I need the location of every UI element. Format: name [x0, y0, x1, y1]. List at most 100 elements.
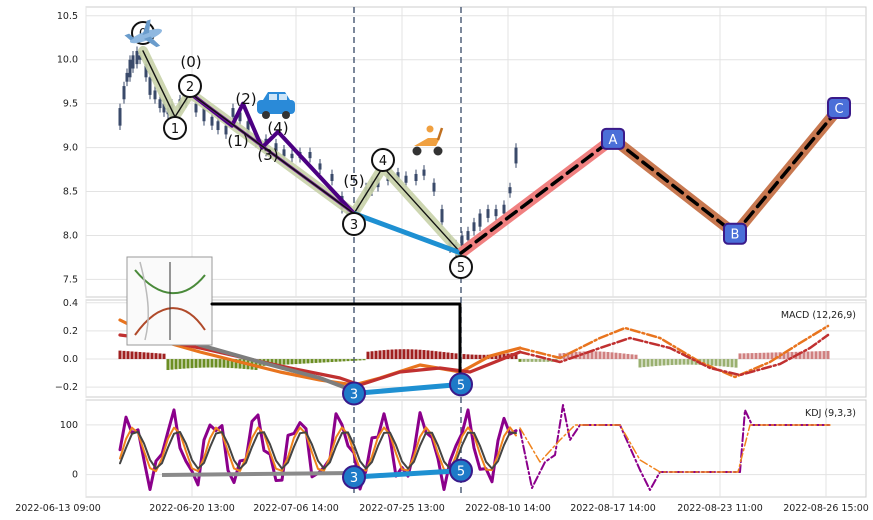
- candle-body: [148, 77, 152, 95]
- macd-histogram-bar: [350, 359, 354, 361]
- macd-histogram-bar: [466, 354, 470, 360]
- macd-histogram-bar: [222, 359, 226, 368]
- wave-marker-circle: [371, 148, 395, 172]
- candle-body: [158, 99, 162, 109]
- candle-body: [486, 209, 490, 218]
- macd-histogram-bar: [754, 352, 758, 360]
- macd-histogram-bar: [386, 349, 390, 360]
- macd-histogram-bar: [366, 351, 370, 360]
- macd-histogram-bar: [774, 352, 778, 360]
- car-window: [279, 94, 287, 100]
- macd-ytick-label: 0.4: [63, 298, 78, 309]
- abc-label-B: B: [731, 228, 740, 243]
- macd-histogram-bar: [502, 353, 506, 360]
- candle-body: [118, 108, 122, 126]
- kdj-marker-label: 5: [457, 465, 465, 480]
- car-icon: [257, 92, 295, 119]
- wave-marker-circle: [163, 116, 187, 140]
- macd-histogram-bar: [742, 353, 746, 360]
- macd-histogram-bar: [426, 350, 430, 360]
- macd-histogram-bar: [706, 359, 710, 366]
- macd-histogram-bar: [806, 351, 810, 360]
- macd-histogram-bar: [370, 351, 374, 360]
- candle-body: [135, 50, 139, 65]
- wave-label-5: 5: [457, 261, 465, 276]
- macd-histogram-bar: [450, 352, 454, 360]
- macd-histogram-bar: [750, 353, 754, 360]
- price-ytick-label: 8.5: [63, 187, 78, 198]
- macd-histogram-bar: [782, 352, 786, 360]
- candle-body: [508, 187, 512, 194]
- macd-signal-line: [118, 333, 522, 387]
- macd-histogram-bar: [590, 351, 594, 360]
- airplane-icon: [124, 19, 163, 48]
- macd-panel-label: MACD (12,26,9): [781, 310, 856, 321]
- macd-histogram-bar: [446, 352, 450, 360]
- macd-histogram-bar: [378, 350, 382, 360]
- x-tick-label: 2022-08-23 11:00: [677, 503, 763, 514]
- macd-histogram-bar: [206, 359, 210, 368]
- macd-histogram-bar: [610, 352, 614, 360]
- macd-histogram-bar: [326, 359, 330, 363]
- wave-label-3: 3: [350, 218, 358, 233]
- sub-wave-label: (1): [227, 132, 248, 150]
- x-tick-label: 2022-08-17 14:00: [570, 503, 656, 514]
- candle-body: [396, 172, 400, 179]
- macd-histogram-bar: [154, 353, 158, 360]
- macd-histogram-bar: [534, 359, 538, 362]
- sub-wave-label: (5): [343, 172, 364, 190]
- macd-histogram-bar: [186, 359, 190, 369]
- candle-body: [478, 213, 482, 227]
- candle-body: [194, 103, 198, 113]
- macd-histogram-bar: [174, 359, 178, 370]
- macd-histogram-bar: [282, 359, 286, 365]
- candle-body: [224, 125, 228, 135]
- scooter-handle: [436, 127, 444, 141]
- macd-histogram-bar: [346, 359, 350, 362]
- macd-histogram-bar: [594, 351, 598, 360]
- macd-histogram-bar: [430, 350, 434, 360]
- projection-dash-line: [459, 106, 841, 255]
- macd-histogram-bar: [230, 359, 234, 369]
- abc-label-box: [723, 222, 747, 245]
- x-tick-label: 2022-06-20 13:00: [149, 503, 235, 514]
- candle-body: [274, 143, 278, 152]
- macd-histogram-bar: [406, 349, 410, 360]
- macd-histogram-bar: [722, 359, 726, 367]
- macd-histogram-bar: [786, 352, 790, 360]
- candle-body: [466, 231, 470, 240]
- kdj-k-projection: [519, 424, 831, 473]
- macd-histogram-bar: [542, 359, 546, 362]
- macd-histogram-bar: [630, 354, 634, 360]
- macd-histogram-bar: [150, 352, 154, 360]
- macd-histogram-bar: [334, 359, 338, 362]
- macd-histogram-bar: [638, 359, 642, 368]
- macd-ytick-label: 0.0: [63, 354, 78, 365]
- macd-histogram-bar: [410, 349, 414, 360]
- macd-histogram-bar: [474, 354, 478, 360]
- macd-histogram-bar: [382, 350, 386, 360]
- candle-body: [514, 147, 518, 164]
- x-tick-label: 2022-08-10 14:00: [465, 503, 551, 514]
- macd-histogram-bar: [498, 354, 502, 360]
- candle-body: [330, 173, 334, 181]
- candle-body: [128, 59, 132, 78]
- wave-label-4: 4: [379, 154, 387, 169]
- macd-histogram-bar: [238, 359, 242, 369]
- macd-histogram-bar: [818, 351, 822, 360]
- macd-histogram-bar: [310, 359, 314, 364]
- sub-wave-label: (0): [180, 53, 201, 71]
- macd-histogram-bar: [290, 359, 294, 365]
- macd-histogram-bar: [434, 351, 438, 360]
- macd-histogram-bar: [802, 351, 806, 360]
- macd-histogram-bar: [570, 352, 574, 360]
- thumbnail-curve: [134, 269, 206, 295]
- candle-body: [472, 222, 476, 232]
- macd-histogram-bar: [462, 354, 466, 360]
- price-ytick-label: 9.0: [63, 143, 78, 154]
- macd-histogram-bar: [394, 349, 398, 360]
- macd-histogram-bar: [402, 349, 406, 360]
- macd-histogram-bar: [790, 351, 794, 360]
- macd-histogram-bar: [138, 352, 142, 360]
- candle-body: [131, 55, 135, 69]
